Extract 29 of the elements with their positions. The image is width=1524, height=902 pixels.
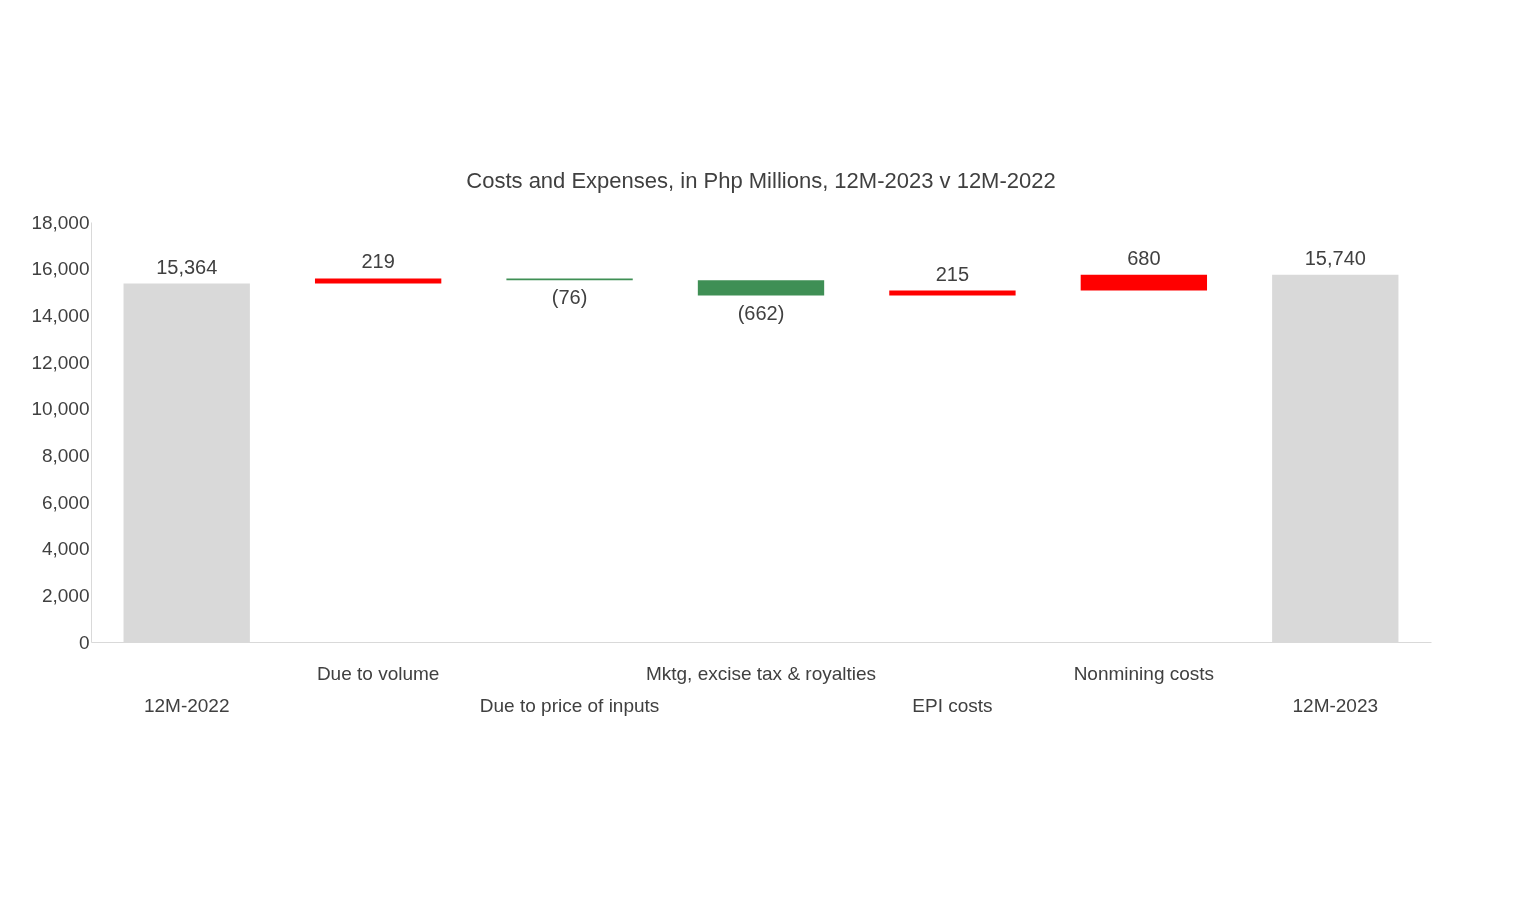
data-label: 15,740 <box>1304 246 1366 269</box>
bar <box>697 280 825 296</box>
bar <box>314 278 442 284</box>
bar <box>1080 274 1208 291</box>
y-tick-label: 8,000 <box>41 444 90 466</box>
data-label: (662) <box>737 301 785 324</box>
y-tick-label: 10,000 <box>31 398 90 420</box>
y-tick-label: 14,000 <box>31 304 90 326</box>
y-tick-label: 18,000 <box>31 211 90 233</box>
x-tick-label: Nonmining costs <box>1073 662 1215 684</box>
x-tick-label: Due to price of inputs <box>479 694 660 716</box>
y-tick-label: 12,000 <box>31 351 90 373</box>
chart-title: Costs and Expenses, in Php Millions, 12M-2023 v 12M-2022 <box>466 168 1056 193</box>
y-tick-label: 0 <box>78 631 90 653</box>
x-tick-label: 12M-2022 <box>143 694 230 716</box>
x-tick-label: Due to volume <box>316 662 440 684</box>
y-tick-label: 2,000 <box>41 584 90 606</box>
data-label: 215 <box>935 262 970 285</box>
y-tick-label: 6,000 <box>41 491 90 513</box>
x-tick-label: 12M-2023 <box>1292 694 1379 716</box>
data-label: 219 <box>361 250 395 273</box>
bar <box>889 290 1016 296</box>
y-tick-label: 16,000 <box>31 258 90 280</box>
x-tick-label: EPI costs <box>912 694 993 716</box>
data-label: (76) <box>551 286 588 309</box>
y-tick-label: 4,000 <box>41 538 90 560</box>
data-label: 15,364 <box>156 255 218 278</box>
x-tick-label: Mktg, excise tax & royalties <box>645 662 877 684</box>
data-label: 680 <box>1127 246 1161 269</box>
